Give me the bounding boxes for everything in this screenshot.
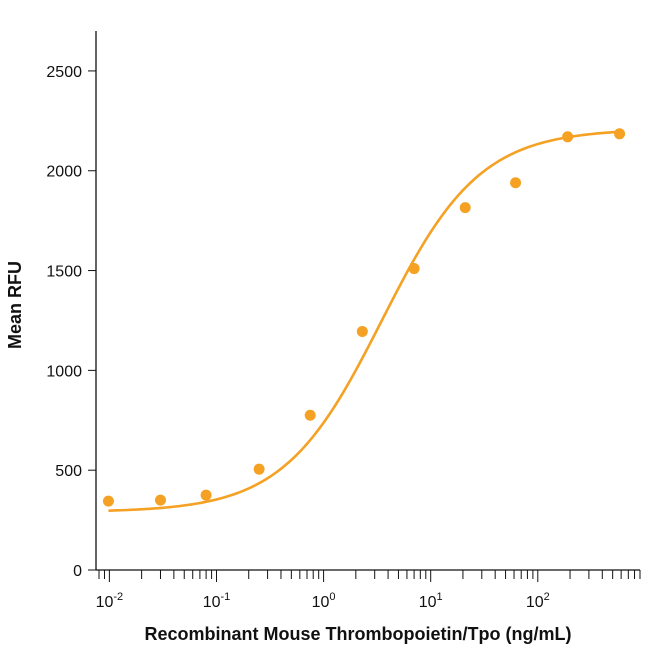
data-point xyxy=(356,325,368,337)
data-point xyxy=(304,409,316,421)
data-point xyxy=(562,131,574,143)
data-point xyxy=(408,263,420,275)
data-point xyxy=(614,128,626,140)
data-point xyxy=(459,202,471,214)
x-tick-label: 100 xyxy=(312,591,336,611)
x-axis-title: Recombinant Mouse Thrombopoietin/Tpo (ng… xyxy=(145,624,572,644)
x-tick-label: 10-1 xyxy=(203,591,231,611)
y-tick-label: 1500 xyxy=(46,264,82,281)
y-tick-label: 2000 xyxy=(46,164,82,181)
data-point xyxy=(102,495,114,507)
y-tick-label: 1000 xyxy=(46,363,82,380)
x-tick-label: 10-2 xyxy=(96,591,124,611)
y-tick-label: 500 xyxy=(55,463,82,480)
data-point xyxy=(200,489,212,501)
fit-curve xyxy=(108,130,620,512)
data-points xyxy=(102,128,626,507)
data-point xyxy=(154,494,166,506)
axes: 0 500 1000 1500 2000 2500 10-2 10-1 100 101 102 xyxy=(46,31,641,611)
x-tick-label: 102 xyxy=(526,591,550,611)
y-tick-label: 0 xyxy=(73,563,82,580)
fit-curve-layer xyxy=(108,130,620,512)
y-tick-label: 2500 xyxy=(46,64,82,81)
data-point xyxy=(253,463,265,475)
y-axis-title: Mean RFU xyxy=(5,261,25,349)
x-tick-label: 101 xyxy=(419,591,443,611)
data-point xyxy=(510,177,522,189)
